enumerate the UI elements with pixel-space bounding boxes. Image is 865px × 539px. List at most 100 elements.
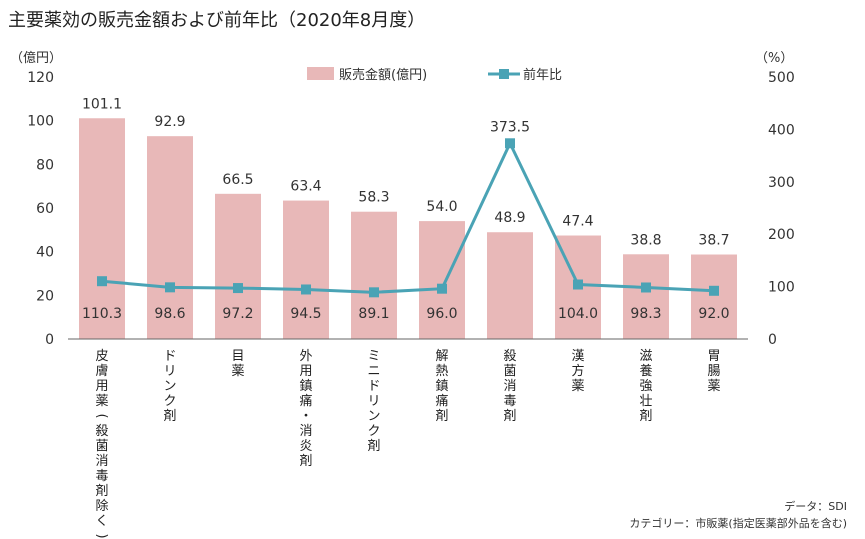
- line-series: [101, 139, 715, 294]
- bar-value-label: 38.8: [630, 232, 661, 248]
- bar-value-label: 38.7: [698, 233, 729, 249]
- axes-layer: 0 20 40 60 80 100 120 0 100 200 300 400 500 （億円） （%）: [10, 50, 795, 348]
- category-label-char: 薬: [95, 394, 108, 409]
- category-label-char: 漢: [571, 349, 584, 364]
- y-left-tick-label: 40: [36, 245, 54, 261]
- bar-value-label: 54.0: [426, 199, 457, 215]
- line-value-label: 89.1: [358, 306, 389, 322]
- category-label-char: 痛: [435, 393, 448, 409]
- category-label-char: 殺: [95, 424, 108, 439]
- y-left-tick-label: 100: [27, 114, 54, 130]
- legend-line-marker: [499, 69, 509, 79]
- category-label-char: 消: [299, 424, 312, 439]
- category-label-char: ・: [299, 409, 312, 424]
- line-value-label: 94.5: [290, 306, 321, 322]
- line-layer: [97, 138, 719, 298]
- category-label-char: 目: [231, 349, 244, 364]
- category-label-char: 強: [639, 379, 652, 394]
- category-label-char: 剤: [367, 438, 380, 454]
- y-left-tick-label: 0: [45, 332, 54, 348]
- category-label-char: 用: [95, 379, 108, 394]
- category-label-char: ド: [367, 379, 380, 394]
- bar: [623, 254, 669, 339]
- category-label-char: 膚: [95, 363, 108, 379]
- category-labels: 皮膚用薬(殺菌消毒剤除く)ドリンク剤目薬外用鎮痛・消炎剤ミニドリンク剤解熱鎮痛剤…: [94, 349, 721, 539]
- category-label-char: く: [95, 514, 108, 529]
- bar: [691, 254, 737, 339]
- line-marker: [165, 282, 175, 293]
- y-left-tick-label: 60: [36, 201, 54, 217]
- line-value-label: 110.3: [82, 306, 122, 322]
- bar-value-label: 101.1: [82, 96, 122, 112]
- category-label-char: リ: [163, 364, 176, 379]
- bar-value-label: 58.3: [358, 190, 389, 206]
- category-label-char: ミ: [367, 349, 380, 364]
- line-marker: [97, 276, 107, 287]
- y-right-tick-label: 0: [768, 332, 777, 348]
- line-marker: [573, 279, 583, 290]
- category-label-char: 薬: [571, 379, 584, 394]
- category-label-char: 鎮: [435, 378, 448, 394]
- category-label-char: ニ: [367, 364, 380, 379]
- y-right-tick-label: 300: [768, 175, 795, 191]
- category-label-char: 毒: [503, 394, 516, 409]
- line-value-label: 98.6: [154, 306, 185, 322]
- category-label-char: ): [94, 533, 109, 538]
- bar: [215, 193, 261, 339]
- bar: [147, 136, 193, 339]
- y-right-tick-label: 400: [768, 122, 795, 138]
- line-value-label: 96.0: [426, 306, 457, 322]
- legend-line-label: 前年比: [523, 67, 562, 83]
- category-label-char: (: [94, 413, 109, 418]
- category-label-char: 消: [95, 454, 108, 469]
- category-label-char: 解: [435, 349, 448, 364]
- line-marker: [709, 285, 719, 296]
- line-value-label: 97.2: [222, 306, 253, 322]
- category-label-char: 胃: [707, 349, 720, 364]
- category-label-char: 剤: [503, 408, 516, 424]
- category-label-char: 菌: [95, 439, 108, 454]
- category-label-char: ク: [163, 394, 176, 409]
- bar-value-label: 66.5: [222, 172, 253, 188]
- category-label-char: 壮: [639, 394, 652, 409]
- category-label-char: 毒: [95, 469, 108, 484]
- category-label-char: 皮: [95, 349, 108, 364]
- line-marker: [233, 283, 243, 294]
- line-marker: [369, 287, 379, 298]
- category-label-char: 方: [571, 363, 584, 379]
- data-source-note: データ：SDI: [784, 500, 847, 513]
- category-label-char: 滋: [639, 349, 652, 364]
- labels-layer: 101.1 92.9 66.5 63.4 58.3 54.0 48.9 47.4 38.8 38.…: [82, 96, 730, 322]
- category-label-char: 消: [503, 379, 516, 394]
- chart-title: 主要薬効の販売金額および前年比（2020年8月度）: [8, 10, 426, 31]
- y-right-tick-label: 500: [768, 70, 795, 86]
- y-left-unit: （億円）: [10, 50, 62, 66]
- category-label-char: 薬: [707, 379, 720, 394]
- y-right-tick-label: 200: [768, 227, 795, 243]
- category-label-char: ン: [367, 409, 380, 424]
- category-label-char: 薬: [231, 364, 244, 379]
- y-right-tick-label: 100: [768, 280, 795, 296]
- category-label-char: 剤: [435, 408, 448, 424]
- category-label-char: 剤: [95, 483, 108, 499]
- bar: [351, 211, 397, 339]
- category-label-char: リ: [367, 394, 380, 409]
- bar: [419, 221, 465, 339]
- y-right-unit: （%）: [755, 51, 793, 66]
- line-value-label: 92.0: [698, 306, 729, 322]
- y-left-tick-label: 120: [27, 70, 54, 86]
- category-label-char: 炎: [299, 439, 312, 454]
- bar: [283, 200, 329, 339]
- category-label-char: ン: [163, 379, 176, 394]
- bar-value-label: 48.9: [494, 210, 525, 226]
- category-label-char: 殺: [503, 349, 516, 364]
- category-label-char: 養: [639, 363, 652, 379]
- category-label-char: 鎮: [299, 378, 312, 394]
- line-marker: [505, 138, 515, 149]
- category-label-char: 菌: [503, 364, 516, 379]
- legend: 販売金額(億円) 前年比: [307, 67, 562, 83]
- y-left-tick-label: 20: [36, 288, 54, 304]
- line-value-label: 373.5: [490, 119, 530, 135]
- legend-bar-label: 販売金額(億円): [339, 67, 427, 83]
- bar-value-label: 63.4: [290, 179, 321, 195]
